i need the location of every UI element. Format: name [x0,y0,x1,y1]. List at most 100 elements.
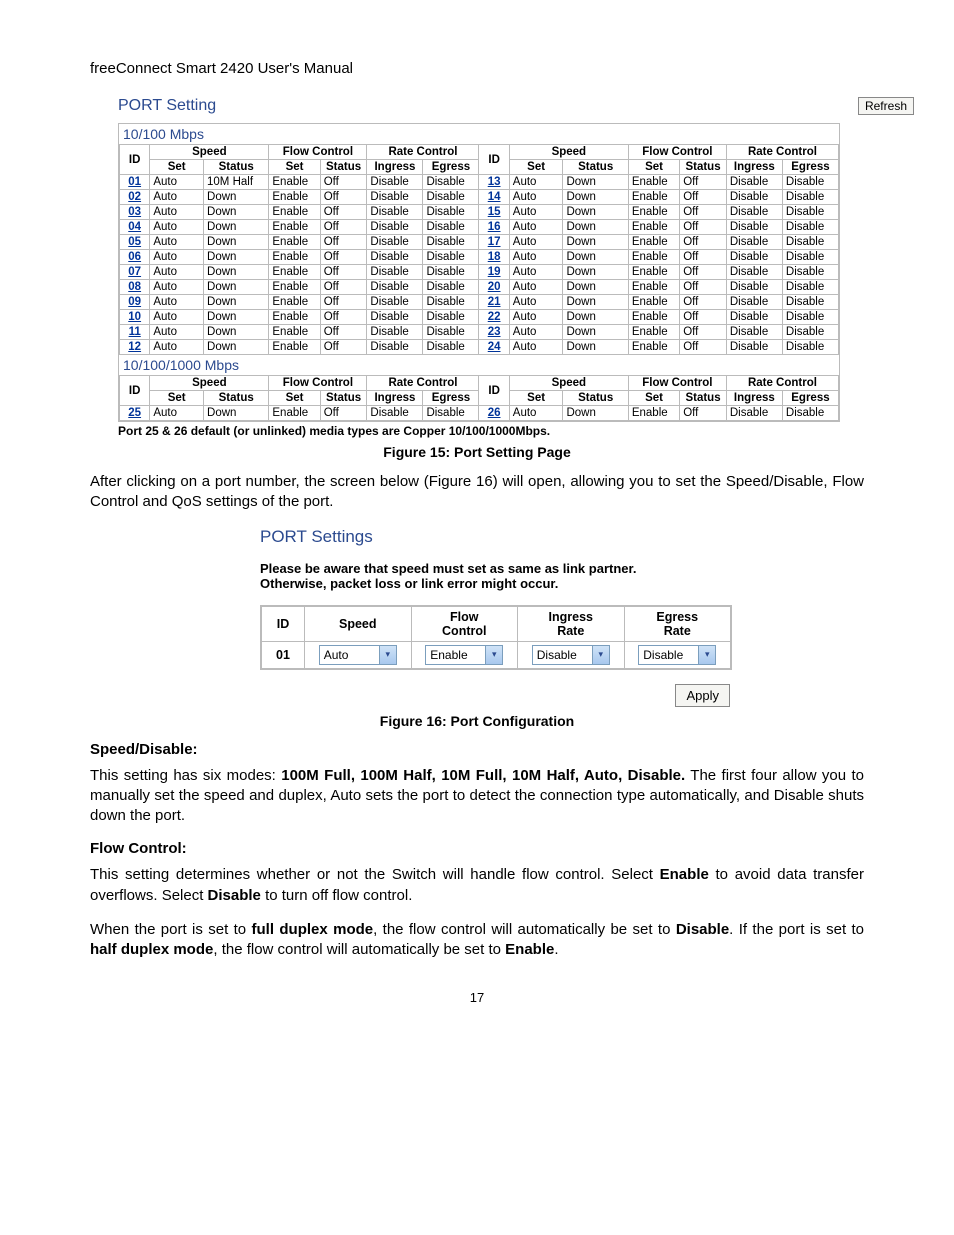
port-id-link[interactable]: 26 [488,407,501,419]
figure-16-caption: Figure 16: Port Configuration [90,713,864,729]
port-id-link[interactable]: 10 [128,311,141,323]
port-id-link[interactable]: 05 [128,236,141,248]
port-id-link[interactable]: 13 [488,176,501,188]
cell: Disable [367,325,423,340]
cell: Enable [269,325,320,340]
port-id-link[interactable]: 08 [128,281,141,293]
port-id-link[interactable]: 06 [128,251,141,263]
th-egress: Egress [423,160,479,175]
port-id-link[interactable]: 01 [128,176,141,188]
th-id: ID [479,145,509,175]
cell: Disable [726,250,782,265]
th-egress: Egress [782,391,838,406]
port-config-panel: ID Speed FlowControl IngressRate EgressR… [260,605,732,670]
port-settings-warning: Please be aware that speed must set as s… [260,561,680,591]
table-row: 05AutoDownEnableOffDisableDisable17AutoD… [120,235,839,250]
port-id-link[interactable]: 03 [128,206,141,218]
txt-bold: Enable [505,941,554,958]
port-id-link[interactable]: 02 [128,191,141,203]
cell: 06 [120,250,150,265]
cell: Disable [782,175,838,190]
cell: 18 [479,250,509,265]
table-row: 02AutoDownEnableOffDisableDisable14AutoD… [120,190,839,205]
cell: Enable [269,250,320,265]
cell: Disable [782,325,838,340]
th-status: Status [320,160,367,175]
th-set: Set [628,160,679,175]
cell: 26 [479,406,509,421]
port-id-link[interactable]: 17 [488,236,501,248]
cell: Off [680,406,727,421]
cell: Off [680,265,727,280]
cell: Disable [726,235,782,250]
port-id-link[interactable]: 11 [129,326,141,338]
port-id-link[interactable]: 25 [128,407,141,419]
port-id-link[interactable]: 21 [488,296,501,308]
speed-select[interactable]: Auto ▾ [319,645,397,665]
txt-bold: full duplex mode [252,921,374,938]
cell: Disable [782,340,838,355]
th-rate: Rate Control [726,376,838,391]
th-id: ID [120,376,150,406]
cell: Down [563,310,628,325]
port-id-link[interactable]: 04 [128,221,141,233]
table-row: 09AutoDownEnableOffDisableDisable21AutoD… [120,295,839,310]
cell: Disable [423,325,479,340]
refresh-button[interactable]: Refresh [858,97,914,115]
port-id-link[interactable]: 12 [128,341,141,353]
port-id-link[interactable]: 16 [488,221,501,233]
cell: 02 [120,190,150,205]
port-id-link[interactable]: 15 [488,206,501,218]
port-id-link[interactable]: 22 [488,311,501,323]
cell: Enable [628,406,679,421]
cell: 03 [120,205,150,220]
cell: Off [680,280,727,295]
egress-select[interactable]: Disable ▾ [638,645,716,665]
table-row: 10AutoDownEnableOffDisableDisable22AutoD… [120,310,839,325]
port-id-link[interactable]: 20 [488,281,501,293]
cell: Auto [509,175,563,190]
cell: Off [320,175,367,190]
port-id-link[interactable]: 18 [488,251,501,263]
chevron-down-icon: ▾ [698,646,715,664]
cell: Down [204,280,269,295]
th-rate: Rate Control [367,145,479,160]
ingress-select[interactable]: Disable ▾ [532,645,610,665]
cell: 04 [120,220,150,235]
txt: When the port is set to [90,921,252,938]
th-ingress: Ingress [726,160,782,175]
cell: Enable [269,406,320,421]
flow-select[interactable]: Enable ▾ [425,645,503,665]
cell: 20 [479,280,509,295]
cell: Disable [726,310,782,325]
th-egress: Egress [423,391,479,406]
cell: Enable [269,190,320,205]
th-flow: Flow Control [628,376,726,391]
port-setting-heading: PORT Setting [118,97,864,115]
th-status: Status [320,391,367,406]
cell: Disable [367,220,423,235]
cell: Auto [509,295,563,310]
cell: Disable [367,205,423,220]
port-id-link[interactable]: 07 [128,266,141,278]
cell: Enable [628,325,679,340]
port-id-link[interactable]: 14 [488,191,501,203]
cell: Off [320,265,367,280]
port-id-link[interactable]: 09 [128,296,141,308]
cell: Enable [628,250,679,265]
cell: Down [204,205,269,220]
cell: Enable [628,340,679,355]
cell: 13 [479,175,509,190]
txt-bold: Disable [676,921,729,938]
th-status: Status [204,391,269,406]
cell: Auto [150,295,204,310]
port-id-link[interactable]: 23 [488,326,501,338]
port-id-link[interactable]: 24 [488,341,501,353]
cell: Disable [726,340,782,355]
apply-button[interactable]: Apply [675,684,730,707]
ingress-value: Disable [537,648,577,662]
cell: Down [204,325,269,340]
port-id-link[interactable]: 19 [488,266,501,278]
cell: 23 [479,325,509,340]
cell: 10M Half [204,175,269,190]
